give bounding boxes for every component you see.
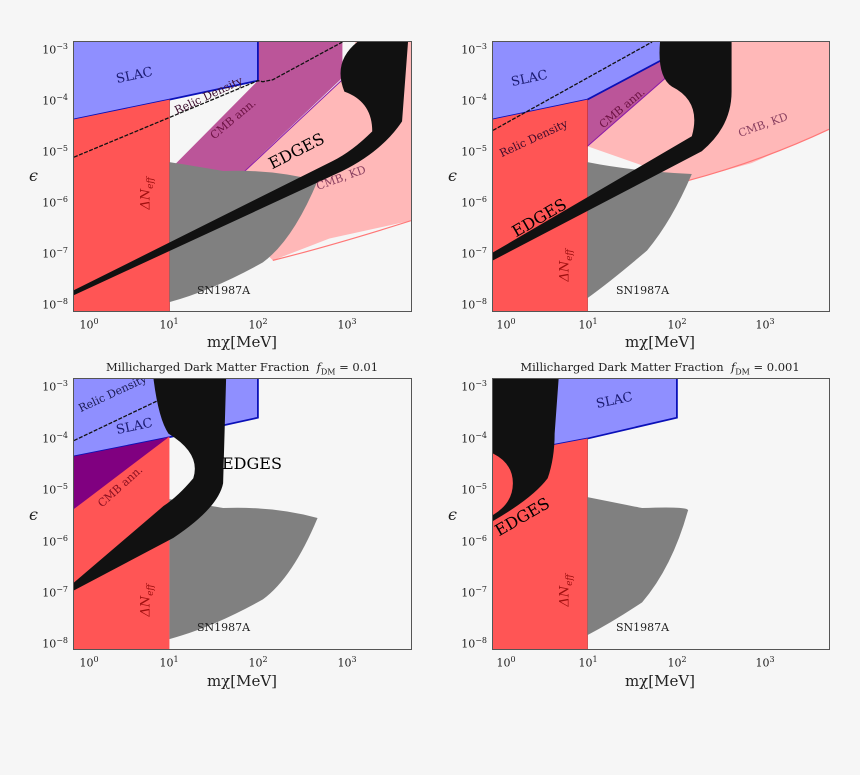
xtick-1e2: 102 — [667, 655, 687, 670]
cmb-ann-region — [587, 59, 667, 147]
ytick-1e-7: 10−7 — [42, 246, 68, 261]
neff-region — [493, 99, 588, 311]
label-neff: ΔNeff — [138, 177, 156, 209]
label-neff: ΔNeff — [138, 584, 156, 616]
ytick-1e-8: 10−8 — [42, 636, 68, 651]
y-axis-label: ϵ — [448, 166, 457, 185]
xtick-1e3: 103 — [337, 317, 357, 332]
xtick-1e3: 103 — [337, 655, 357, 670]
x-axis-label: mχ[MeV] — [206, 333, 278, 351]
xtick-1e2: 102 — [667, 317, 687, 332]
x-axis-label: mχ[MeV] — [624, 333, 696, 351]
ytick-1e-3: 10−3 — [42, 42, 68, 57]
xtick-1e3: 103 — [755, 317, 775, 332]
xtick-1e1: 101 — [159, 655, 179, 670]
label-sn1987a: SN1987A — [197, 621, 251, 634]
ytick-1e-3: 10−3 — [461, 379, 487, 394]
fdm-value: = 0.01 — [335, 360, 379, 374]
xtick-1e0: 100 — [79, 317, 99, 332]
title-text: Millicharged Dark Matter Fraction — [105, 360, 310, 374]
fdm-subscript: DM — [320, 367, 336, 377]
xtick-1e0: 100 — [496, 655, 516, 670]
slac-region — [493, 42, 662, 120]
ytick-1e-5: 10−5 — [42, 482, 68, 497]
y-axis-label: ϵ — [29, 505, 38, 524]
plot-area-top-left: SLAC Relic Density CMB ann. EDGES CMB, K… — [73, 41, 412, 312]
fdm-subscript: DM — [735, 367, 750, 377]
ytick-1e-7: 10−7 — [461, 246, 487, 261]
plot-svg-bottom-left — [74, 379, 318, 649]
panel-title-fdm-0.001: Millicharged Dark Matter Fraction fDM = … — [460, 360, 860, 376]
neff-text: ΔN — [138, 595, 154, 617]
title-text: Millicharged Dark Matter Fraction — [520, 360, 724, 374]
ytick-1e-6: 10−6 — [42, 195, 68, 210]
x-axis-label: mχ[MeV] — [624, 672, 696, 690]
label-edges: EDGES — [222, 454, 282, 473]
ytick-1e-6: 10−6 — [42, 534, 68, 549]
neff-text: ΔN — [557, 260, 573, 282]
ytick-1e-6: 10−6 — [461, 195, 487, 210]
cmb-ann-region — [74, 436, 170, 510]
xtick-1e3: 103 — [755, 655, 775, 670]
label-neff: ΔNeff — [557, 574, 575, 606]
xtick-1e1: 101 — [578, 317, 598, 332]
ytick-1e-4: 10−4 — [42, 431, 68, 446]
ytick-1e-8: 10−8 — [42, 297, 68, 312]
ytick-1e-8: 10−8 — [461, 297, 487, 312]
label-neff: ΔNeff — [557, 249, 575, 281]
plot-area-bottom-left: Relic Density SLAC CMB ann. EDGES ΔNeff … — [73, 378, 412, 650]
ytick-1e-6: 10−6 — [461, 534, 487, 549]
plot-svg-top-left — [74, 42, 411, 311]
xtick-1e1: 101 — [578, 655, 598, 670]
ytick-1e-4: 10−4 — [461, 93, 487, 108]
xtick-1e0: 100 — [496, 317, 516, 332]
edges-region — [493, 42, 732, 261]
neff-subscript: eff — [565, 249, 575, 261]
ytick-1e-7: 10−7 — [42, 585, 68, 600]
plot-svg-top-right — [493, 42, 829, 311]
ytick-1e-5: 10−5 — [42, 144, 68, 159]
edges-region — [74, 42, 409, 296]
neff-subscript: eff — [565, 574, 575, 586]
xtick-1e0: 100 — [79, 655, 99, 670]
ytick-1e-4: 10−4 — [461, 431, 487, 446]
plot-area-bottom-right: SLAC EDGES ΔNeff SN1987A — [492, 378, 830, 650]
ytick-1e-3: 10−3 — [461, 42, 487, 57]
sn1987a-region — [169, 499, 318, 640]
sn1987a-region — [587, 497, 689, 636]
xtick-1e2: 102 — [248, 317, 268, 332]
fdm-symbol: f — [730, 360, 736, 374]
ytick-1e-3: 10−3 — [42, 379, 68, 394]
neff-subscript: eff — [146, 584, 156, 596]
label-sn1987a: SN1987A — [616, 284, 670, 297]
ytick-1e-4: 10−4 — [42, 93, 68, 108]
fdm-value: = 0.001 — [749, 360, 800, 374]
neff-subscript: eff — [146, 177, 156, 189]
label-sn1987a: SN1987A — [616, 621, 670, 634]
y-axis-label: ϵ — [448, 505, 457, 524]
neff-text: ΔN — [557, 585, 573, 607]
label-sn1987a: SN1987A — [197, 284, 251, 297]
fdm-symbol: f — [316, 360, 321, 374]
slac-region — [74, 42, 258, 120]
ytick-1e-8: 10−8 — [461, 636, 487, 651]
ytick-1e-7: 10−7 — [461, 585, 487, 600]
y-axis-label: ϵ — [29, 166, 38, 185]
plot-area-top-right: SLAC Relic Density CMB ann. CMB, KD EDGE… — [492, 41, 830, 312]
edges-region — [74, 379, 227, 591]
xtick-1e2: 102 — [248, 655, 268, 670]
ytick-1e-5: 10−5 — [461, 144, 487, 159]
neff-text: ΔN — [138, 188, 154, 210]
plot-svg-bottom-right — [493, 379, 689, 649]
xtick-1e1: 101 — [159, 317, 179, 332]
ytick-1e-5: 10−5 — [461, 482, 487, 497]
cmb-ann-region — [169, 42, 343, 201]
x-axis-label: mχ[MeV] — [206, 672, 278, 690]
panel-title-fdm-0.01: Millicharged Dark Matter Fraction fDM = … — [42, 360, 442, 376]
